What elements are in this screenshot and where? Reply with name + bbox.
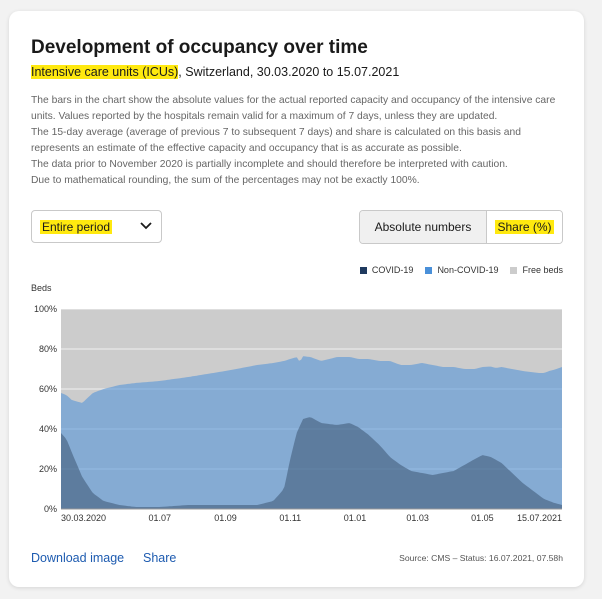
legend-swatch-free-beds: [510, 266, 518, 274]
legend-label-free-beds: Free beds: [522, 265, 563, 275]
y-axis-label: Beds: [31, 283, 52, 293]
y-tick-label: 100%: [34, 304, 57, 314]
x-tick-label: 30.03.2020: [61, 513, 106, 523]
chart-title: Development of occupancy over time: [31, 37, 368, 58]
chart-subtitle: Intensive care units (ICUs), Switzerland…: [31, 65, 399, 79]
y-tick-label: 40%: [39, 424, 57, 434]
share-link[interactable]: Share: [143, 551, 177, 565]
x-tick-label: 15.07.2021: [517, 513, 562, 523]
y-tick-label: 20%: [39, 464, 57, 474]
x-tick-label: 01.09: [214, 513, 237, 523]
description-paragraph: The bars in the chart show the absolute …: [31, 95, 556, 122]
series-covid: [61, 417, 562, 509]
legend-item-non-covid: Non-COVID-19: [425, 265, 498, 275]
y-tick-label: 60%: [39, 384, 57, 394]
chart-legend: COVID-19 Non-COVID-19 Free beds: [359, 265, 563, 275]
x-tick-label: 01.01: [344, 513, 367, 523]
source-note: Source: CMS – Status: 16.07.2021, 07.58h: [399, 553, 563, 563]
chevron-down-icon: [140, 222, 152, 230]
x-tick-label: 01.07: [148, 513, 171, 523]
description-paragraph: The 15-day average (average of previous …: [31, 127, 521, 154]
share-percent-label: Share (%): [495, 220, 554, 234]
x-tick-label: 01.11: [279, 513, 301, 523]
subtitle-highlight: Intensive care units (ICUs): [31, 65, 179, 79]
legend-swatch-non-covid: [425, 266, 433, 274]
period-select-label: Entire period: [40, 220, 113, 234]
y-tick-label: 80%: [39, 344, 57, 354]
x-tick-label: 01.03: [406, 513, 429, 523]
y-tick-label: 0%: [44, 504, 57, 514]
period-select[interactable]: Entire period: [31, 210, 162, 243]
value-mode-toggle: Absolute numbers Share (%): [359, 210, 563, 244]
x-tick-label: 01.05: [471, 513, 494, 523]
legend-label-non-covid: Non-COVID-19: [437, 265, 499, 275]
description-paragraph: Due to mathematical rounding, the sum of…: [31, 175, 420, 186]
chart-description: The bars in the chart show the absolute …: [31, 93, 563, 189]
legend-item-free-beds: Free beds: [510, 265, 563, 275]
absolute-numbers-label: Absolute numbers: [374, 220, 472, 234]
occupancy-card: Development of occupancy over time Inten…: [9, 11, 584, 587]
share-button[interactable]: Share (%): [487, 211, 562, 243]
occupancy-chart: Beds 0% 20% 40% 60% 80% 100% 30.03.2020 01.07 01.…: [31, 283, 562, 523]
legend-swatch-covid: [359, 266, 367, 274]
legend-item-covid: COVID-19: [359, 265, 414, 275]
legend-label-covid: COVID-19: [371, 265, 414, 275]
subtitle-rest: , Switzerland, 30.03.2020 to 15.07.2021: [178, 65, 400, 79]
download-image-link[interactable]: Download image: [31, 551, 125, 565]
description-paragraph: The data prior to November 2020 is parti…: [31, 159, 508, 170]
absolute-numbers-button[interactable]: Absolute numbers: [360, 211, 487, 243]
